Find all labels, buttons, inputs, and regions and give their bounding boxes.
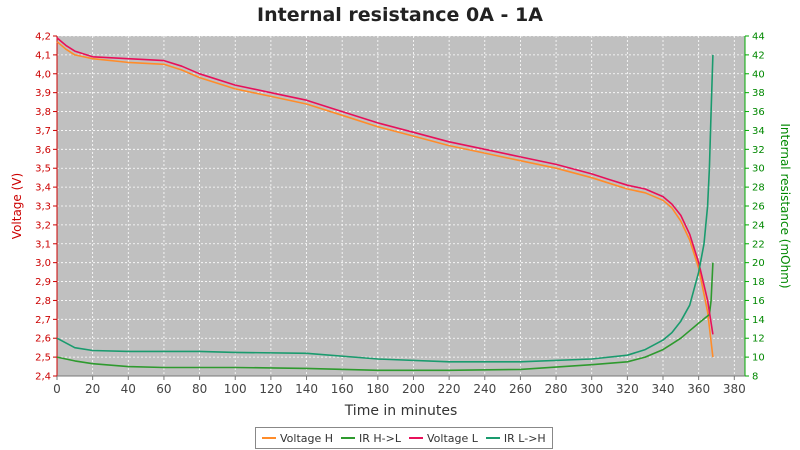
y-left-tick-label: 2,6 bbox=[35, 334, 51, 345]
y-left-tick-label: 4,0 bbox=[35, 69, 51, 80]
y-left-axis-label: Voltage (V) bbox=[10, 173, 24, 239]
legend-item-ir-h-l: IR H->L bbox=[341, 432, 401, 445]
legend-label-ir-l-h: IR L->H bbox=[503, 431, 546, 445]
y-left-tick-label: 3,1 bbox=[35, 239, 51, 250]
y-left-tick-label: 2,9 bbox=[35, 277, 51, 288]
y-right-axis-label: Internal resistance (mOhm) bbox=[778, 123, 792, 288]
y-right-tick-label: 40 bbox=[752, 69, 765, 80]
y-left-tick-label: 2,4 bbox=[35, 372, 51, 383]
y-right-tick-label: 28 bbox=[752, 183, 765, 194]
x-tick-label: 280 bbox=[545, 382, 568, 396]
y-left-tick-label: 2,7 bbox=[35, 315, 51, 326]
y-left-tick-label: 2,8 bbox=[35, 296, 51, 307]
legend-item-ir-l-h: IR L->H bbox=[485, 431, 546, 445]
x-tick-label: 380 bbox=[723, 382, 746, 396]
x-tick-label: 40 bbox=[121, 382, 136, 396]
x-tick-label: 320 bbox=[616, 382, 639, 396]
y-left-tick-label: 3,3 bbox=[35, 202, 51, 213]
x-tick-label: 120 bbox=[259, 382, 282, 396]
y-right-tick-label: 18 bbox=[752, 277, 765, 288]
x-tick-label: 200 bbox=[402, 382, 425, 396]
y-right-tick-label: 22 bbox=[752, 239, 765, 250]
x-tick-label: 20 bbox=[85, 382, 100, 396]
series-line-ir-l-h bbox=[56, 54, 714, 363]
x-tick-label: 60 bbox=[156, 382, 171, 396]
chart-title: Internal resistance 0A - 1A bbox=[257, 4, 543, 26]
y-left-tick-label: 3,4 bbox=[35, 183, 51, 194]
legend-swatch-ir-l-h bbox=[485, 437, 500, 439]
y-right-tick-label: 12 bbox=[752, 334, 765, 345]
y-right-tick-label: 38 bbox=[752, 88, 765, 99]
x-tick-label: 160 bbox=[331, 382, 354, 396]
x-tick-label: 340 bbox=[652, 382, 675, 396]
x-tick-label: 360 bbox=[687, 382, 710, 396]
y-right-tick-label: 44 bbox=[752, 32, 765, 43]
series-line-ir-h-l bbox=[56, 262, 714, 372]
x-tick-label: 220 bbox=[438, 382, 461, 396]
x-tick-label: 100 bbox=[224, 382, 247, 396]
legend-swatch-voltage-h bbox=[262, 437, 276, 439]
y-left-tick-label: 4,2 bbox=[35, 32, 51, 43]
y-right-tick-label: 10 bbox=[752, 353, 765, 364]
y-right-tick-label: 26 bbox=[752, 202, 765, 213]
x-tick-label: 300 bbox=[580, 382, 603, 396]
y-left-tick-label: 3,5 bbox=[35, 164, 51, 175]
x-axis-label: Time in minutes bbox=[344, 403, 458, 419]
y-left-tick-label: 3,7 bbox=[35, 126, 51, 137]
series-line-voltage-h bbox=[56, 41, 714, 358]
legend-swatch-ir-h-l bbox=[341, 437, 356, 439]
legend-label-voltage-l: Voltage L bbox=[427, 431, 478, 445]
x-tick-label: 240 bbox=[473, 382, 496, 396]
y-right-tick-label: 20 bbox=[752, 258, 765, 269]
x-tick-label: 180 bbox=[366, 382, 389, 396]
legend-swatch-voltage-l bbox=[409, 437, 424, 439]
x-tick-label: 0 bbox=[53, 382, 61, 396]
y-left-tick-label: 4,1 bbox=[35, 50, 51, 61]
y-right-tick-label: 42 bbox=[752, 50, 765, 61]
y-left-tick-label: 3,6 bbox=[35, 145, 51, 156]
y-right-tick-label: 14 bbox=[752, 315, 765, 326]
legend-label-ir-h-l: IR H->L bbox=[359, 431, 402, 445]
y-right-tick-label: 16 bbox=[752, 296, 765, 307]
series-line-voltage-l bbox=[56, 37, 714, 335]
y-right-tick-label: 24 bbox=[752, 220, 765, 231]
legend-item-voltage-l: Voltage L bbox=[409, 432, 478, 445]
x-tick-label: 80 bbox=[192, 382, 207, 396]
x-tick-label: 260 bbox=[509, 382, 532, 396]
legend-label-voltage-h: Voltage H bbox=[280, 431, 334, 445]
y-left-tick-label: 3,8 bbox=[35, 107, 51, 118]
y-left-tick-label: 3,9 bbox=[35, 88, 51, 99]
y-left-tick-label: 3,2 bbox=[35, 220, 51, 231]
legend: Voltage H IR H->L Voltage L IR L->H bbox=[255, 427, 553, 449]
y-right-tick-label: 8 bbox=[752, 372, 758, 383]
y-left-tick-label: 2,5 bbox=[35, 353, 51, 364]
y-right-tick-label: 30 bbox=[752, 164, 765, 175]
y-right-tick-label: 32 bbox=[752, 145, 765, 156]
y-right-tick-label: 34 bbox=[752, 126, 765, 137]
y-right-tick-label: 36 bbox=[752, 107, 765, 118]
x-tick-label: 140 bbox=[295, 382, 318, 396]
legend-item-voltage-h: Voltage H bbox=[262, 432, 333, 445]
y-left-tick-label: 3,0 bbox=[35, 258, 51, 269]
